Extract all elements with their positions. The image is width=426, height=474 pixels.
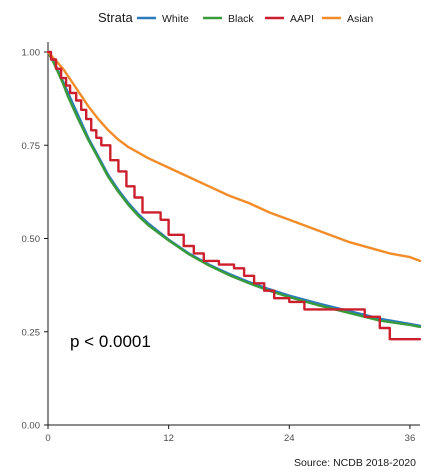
y-tick-label: 0.75	[22, 141, 41, 152]
source-note: Source: NCDB 2018-2020	[294, 457, 416, 469]
legend-title: Strata	[98, 10, 133, 25]
y-tick-label: 0.50	[22, 234, 41, 245]
legend-label-asian: Asian	[347, 13, 373, 25]
series-line-asian	[46, 50, 422, 263]
series-layer	[46, 50, 422, 341]
axes: 0.00 0.25 0.50 0.75 1.00 0 12 24 36	[22, 42, 420, 444]
legend-label-aapi: AAPI	[290, 13, 314, 25]
legend-label-white: White	[162, 13, 189, 25]
x-tick-label: 24	[284, 433, 295, 444]
x-tick-label: 12	[163, 433, 174, 444]
y-tick-label: 0.00	[22, 421, 41, 432]
p-value-annotation: p < 0.0001	[70, 332, 151, 351]
legend: Strata White Black AAPI Asian	[98, 10, 373, 25]
series-line-white	[46, 50, 422, 327]
x-tick-label: 36	[405, 433, 416, 444]
x-tick-label: 0	[45, 433, 50, 444]
series-line-black	[46, 50, 422, 329]
y-tick-label: 1.00	[22, 48, 41, 59]
series-line-aapi	[46, 50, 422, 341]
legend-label-black: Black	[228, 13, 254, 25]
y-tick-label: 0.25	[22, 327, 41, 338]
